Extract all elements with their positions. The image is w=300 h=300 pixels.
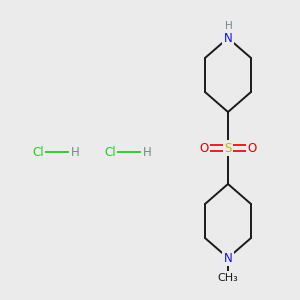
Text: Cl: Cl xyxy=(104,146,116,158)
Text: O: O xyxy=(200,142,208,154)
Text: N: N xyxy=(224,32,232,44)
Text: Cl: Cl xyxy=(32,146,44,158)
Text: CH₃: CH₃ xyxy=(218,273,239,283)
Text: H: H xyxy=(225,21,233,31)
Text: H: H xyxy=(142,146,152,158)
Text: S: S xyxy=(224,142,232,154)
Text: N: N xyxy=(224,251,232,265)
Text: O: O xyxy=(248,142,256,154)
Text: H: H xyxy=(70,146,80,158)
